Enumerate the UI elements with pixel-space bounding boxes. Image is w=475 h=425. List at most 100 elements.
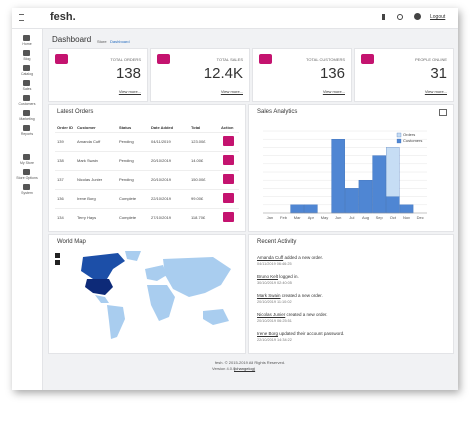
table-cell: Amanda Cuff — [77, 139, 101, 144]
table-cell: 22/10/2019 — [151, 196, 172, 201]
sidebar-icon[interactable] — [23, 154, 30, 160]
row-divider — [55, 170, 239, 171]
brand: fesh. — [50, 11, 76, 23]
view-button[interactable] — [223, 136, 234, 146]
activity-user[interactable]: Bruno Kelt — [257, 274, 279, 279]
activity-line: Irene Borg updated their account passwor… — [257, 331, 344, 336]
sidebar-icon[interactable] — [23, 184, 30, 190]
africa — [147, 285, 175, 321]
sidebar: Home Blog Catalog Sales Customers Marketing Re… — [12, 29, 43, 390]
breadcrumb-store[interactable]: Store — [97, 39, 107, 44]
activity-action: created a new order. — [281, 293, 323, 298]
view-button[interactable] — [223, 174, 234, 184]
sidebar-label[interactable]: Sales — [22, 87, 32, 91]
world-map — [81, 251, 231, 339]
table-cell: Complete — [119, 196, 137, 201]
activity-date: 20/10/2019 11:10:02 — [257, 300, 292, 304]
bar — [372, 155, 386, 214]
panel-title: World Map — [57, 239, 86, 245]
table-header: Status — [119, 125, 132, 130]
table-cell: 134 — [57, 215, 64, 220]
activity-date: 04/11/2019 06:46:25 — [257, 262, 292, 266]
activity-user[interactable]: Nicolas Junier — [257, 312, 286, 317]
sidebar-label[interactable]: My Store — [19, 161, 34, 165]
table-cell: 138 — [57, 158, 64, 163]
help-icon[interactable] — [414, 13, 421, 20]
sidebar-label[interactable]: Blog — [23, 57, 31, 61]
info-icon[interactable] — [382, 14, 385, 20]
activity-user[interactable]: Mark Swain — [257, 293, 281, 298]
sidebar-label[interactable]: Store Options — [16, 176, 38, 180]
sidebar-icon[interactable] — [23, 65, 30, 71]
table-cell: Complete — [119, 215, 137, 220]
stat-link[interactable]: View more... — [322, 89, 345, 94]
legend-label: Orders — [403, 132, 415, 137]
activity-user[interactable]: Amanda Cuff — [257, 255, 284, 260]
sidebar-label[interactable]: Catalog — [20, 72, 34, 76]
bar — [345, 188, 359, 214]
activity-user[interactable]: Irene Borg — [257, 331, 279, 336]
row-divider — [55, 151, 239, 152]
table-cell: 139 — [57, 139, 64, 144]
sidebar-label[interactable]: Customers — [18, 102, 36, 106]
top-bar: fesh. Logout — [12, 8, 458, 29]
sidebar-label[interactable]: Marketing — [19, 117, 35, 121]
australia — [203, 309, 229, 325]
stat-card: TOTAL ORDERS 138 View more... — [48, 48, 148, 102]
stat-icon — [259, 54, 272, 64]
stat-link[interactable]: View more... — [424, 89, 447, 94]
panel-title: Latest Orders — [57, 109, 94, 115]
stat-card: TOTAL SALES 12.4K View more... — [150, 48, 250, 102]
sidebar-icon[interactable] — [23, 80, 30, 86]
table-header: Total — [191, 125, 201, 130]
table-cell: 137 — [57, 177, 64, 182]
europe — [145, 265, 167, 281]
table-cell: 150.00£ — [191, 177, 206, 182]
stat-icon — [55, 54, 68, 64]
changelog-link[interactable]: (changelog) — [234, 366, 256, 371]
sidebar-icon[interactable] — [23, 35, 30, 41]
row-divider — [55, 132, 239, 133]
stat-value: 138 — [115, 65, 141, 82]
sidebar-icon[interactable] — [23, 110, 30, 116]
breadcrumb-dashboard[interactable]: Dashboard — [110, 39, 130, 44]
x-tick-label: Oct — [390, 215, 397, 220]
activity-action: added a new order. — [284, 255, 323, 260]
stat-link[interactable]: View more... — [118, 89, 141, 94]
sidebar-label[interactable]: Reports — [20, 132, 34, 136]
sidebar-icon[interactable] — [23, 50, 30, 56]
view-button[interactable] — [223, 193, 234, 203]
view-button[interactable] — [223, 155, 234, 165]
x-tick-label: Feb — [280, 215, 288, 220]
stat-value: 31 — [430, 65, 447, 82]
activity-date: 30/10/2019 02:40:05 — [257, 281, 292, 285]
sidebar-label[interactable]: System — [21, 191, 33, 195]
logout-link[interactable]: Logout — [430, 14, 446, 20]
table-cell: Pending — [119, 158, 134, 163]
stat-label: TOTAL ORDERS — [110, 57, 141, 62]
activity-action: logged in. — [279, 274, 299, 279]
menu-icon[interactable] — [19, 14, 24, 21]
stat-link[interactable]: View more... — [220, 89, 243, 94]
bar — [304, 204, 318, 214]
sidebar-icon[interactable] — [23, 169, 30, 175]
sidebar-icon[interactable] — [23, 125, 30, 131]
canada — [81, 253, 125, 279]
x-tick-label: Nov — [403, 215, 410, 220]
table-cell: Mark Swain — [77, 158, 98, 163]
zoom-out[interactable] — [55, 260, 60, 265]
calendar-button[interactable] — [439, 109, 447, 116]
table-cell: 123.00£ — [191, 139, 206, 144]
sidebar-icon[interactable] — [23, 95, 30, 101]
stat-value: 12.4K — [203, 65, 243, 82]
stat-label: TOTAL SALES — [216, 57, 243, 62]
link-icon[interactable] — [397, 14, 403, 20]
table-cell: 27/10/2019 — [151, 215, 172, 220]
sidebar-label[interactable]: Home — [22, 42, 32, 46]
legend-swatch — [396, 132, 402, 138]
bar — [331, 139, 345, 214]
view-button[interactable] — [223, 212, 234, 222]
row-divider — [55, 189, 239, 190]
activity-line: Nicolas Junier created a new order. — [257, 312, 328, 317]
zoom-in[interactable] — [55, 253, 60, 258]
